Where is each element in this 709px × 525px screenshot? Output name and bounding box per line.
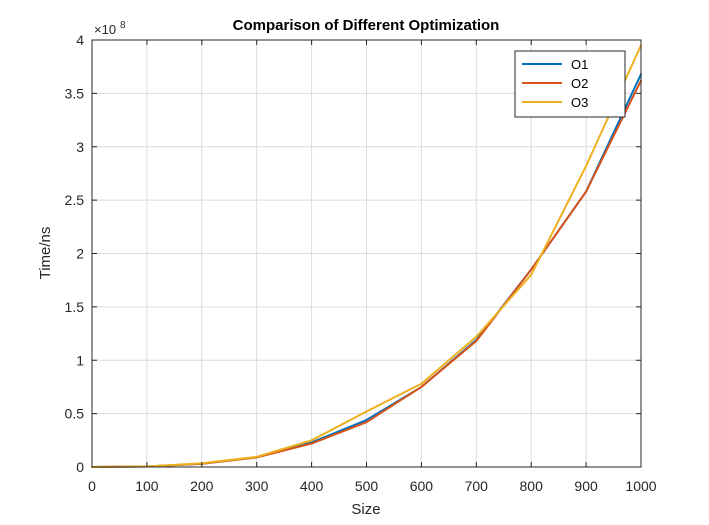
- exponent-power: 8: [120, 20, 126, 31]
- x-tick-label: 100: [135, 478, 159, 494]
- y-axis-label: Time/ns: [37, 227, 54, 280]
- legend: O1 O2 O3: [514, 50, 626, 118]
- exponent-base: ×10: [94, 22, 116, 37]
- y-tick-label: 0: [76, 459, 84, 475]
- x-tick-label: 300: [245, 478, 269, 494]
- x-tick-label: 1000: [625, 478, 656, 494]
- x-axis-label: Size: [351, 501, 380, 518]
- x-tick-label: 500: [355, 478, 379, 494]
- x-tick-label: 400: [300, 478, 324, 494]
- y-tick-label: 4: [76, 32, 84, 48]
- y-tick-label: 0.5: [65, 406, 85, 422]
- x-tick-label: 0: [88, 478, 96, 494]
- y-tick-label: 2: [76, 246, 84, 262]
- y-tick-label: 3.5: [65, 85, 85, 101]
- legend-label: O2: [571, 76, 588, 91]
- x-tick-label: 200: [190, 478, 214, 494]
- legend-label: O1: [571, 57, 588, 72]
- legend-label: O3: [571, 95, 588, 110]
- y-exponent-label: ×10 8: [94, 20, 126, 37]
- tick-labels: 0 100 200 300 400 500 600 700 800 900 1000 0 0.5 1 1.5…: [65, 32, 657, 494]
- x-tick-label: 700: [465, 478, 489, 494]
- chart-title: Comparison of Different Optimization: [233, 17, 500, 34]
- y-tick-label: 1: [76, 352, 84, 368]
- series-layer: [91, 44, 642, 468]
- y-tick-label: 2.5: [65, 192, 85, 208]
- y-tick-label: 3: [76, 139, 84, 155]
- ticks: [91, 39, 642, 468]
- y-tick-label: 1.5: [65, 299, 85, 315]
- x-tick-label: 900: [574, 478, 598, 494]
- x-tick-label: 600: [410, 478, 434, 494]
- series-line-o3: [91, 44, 642, 468]
- x-tick-label: 800: [520, 478, 544, 494]
